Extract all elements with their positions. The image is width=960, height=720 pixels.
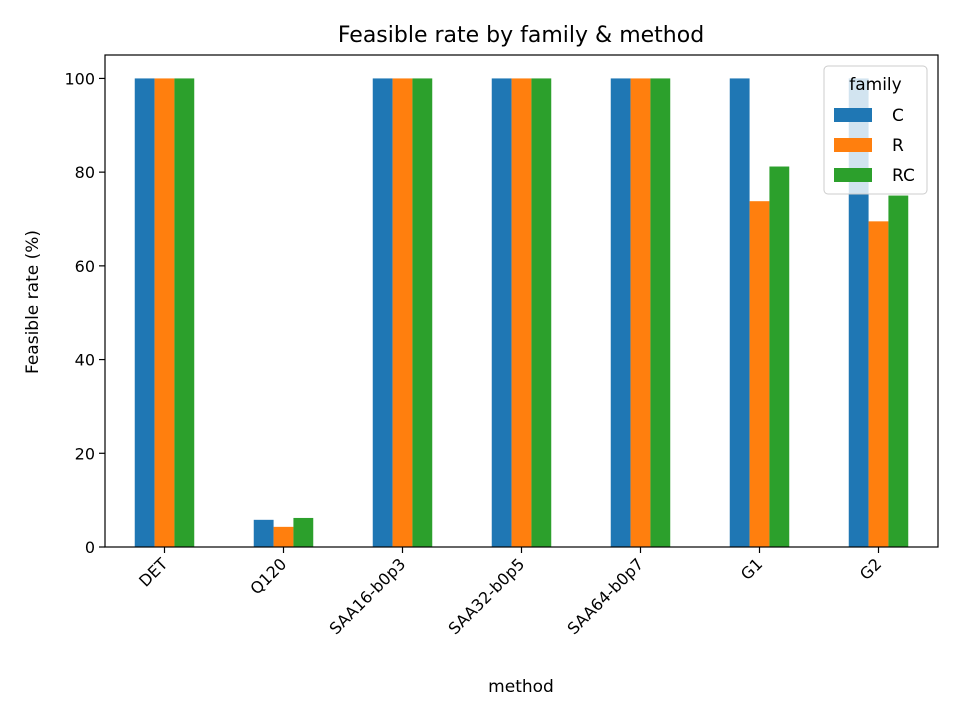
bar-R-SAA64-b0p7: [630, 78, 651, 547]
bar-C-SAA16-b0p3: [372, 78, 393, 547]
bar-R-G2: [868, 221, 889, 548]
x-tick-label: Q120: [246, 554, 290, 598]
bar-RC-SAA64-b0p7: [650, 78, 671, 547]
y-tick-label: 100: [64, 69, 95, 88]
x-tick-label: SAA16-b0p3: [325, 554, 409, 638]
x-tick-label: G2: [856, 554, 885, 583]
x-axis: DET Q120 SAA16-b0p3 SAA32-b0p5 SAA64-b0p7 G1 G…: [135, 547, 885, 638]
y-tick-label: 0: [85, 538, 95, 557]
y-axis: 0 20 40 60 80 100: [64, 69, 105, 557]
bar-R-SAA32-b0p5: [511, 78, 532, 547]
y-tick-label: 80: [75, 163, 95, 182]
bar-RC-G2: [888, 195, 909, 548]
bar-C-DET: [134, 78, 155, 547]
bar-C-Q120: [253, 519, 274, 547]
chart-title: Feasible rate by family & method: [338, 23, 704, 48]
bar-RC-SAA32-b0p5: [531, 78, 552, 547]
legend-box: [823, 65, 928, 195]
legend-swatch-RC: [834, 168, 872, 182]
bar-C-G1: [729, 78, 750, 547]
y-axis-label: Feasible rate (%): [23, 230, 43, 374]
y-tick-label: 40: [75, 351, 95, 370]
bar-RC-Q120: [293, 517, 314, 547]
y-tick-label: 60: [75, 257, 95, 276]
legend: family CR RC: [823, 65, 928, 195]
x-tick-label: G1: [737, 554, 766, 583]
y-tick-label: 20: [75, 444, 95, 463]
legend-label-RC: RC: [892, 166, 915, 186]
bar-R-DET: [154, 78, 175, 547]
x-tick-label: SAA64-b0p7: [563, 554, 647, 638]
plot-frame: [104, 54, 939, 548]
bar-RC-DET: [174, 78, 195, 547]
legend-label-R: R: [892, 136, 904, 156]
bar-C-G2: [848, 78, 869, 547]
x-tick-label: DET: [135, 554, 171, 590]
x-axis-label: method: [488, 677, 554, 697]
legend-label-C: C: [892, 106, 904, 126]
legend-swatch-R: [834, 138, 872, 152]
bar-RC-SAA16-b0p3: [412, 78, 433, 547]
bar-RC-G1: [769, 166, 790, 547]
bar-R-G1: [749, 201, 770, 548]
legend-swatch-C: [834, 108, 872, 122]
legend-title: family: [849, 75, 901, 95]
x-tick-label: SAA32-b0p5: [444, 554, 528, 638]
bar-C-SAA64-b0p7: [610, 78, 631, 547]
bar-R-Q120: [273, 526, 294, 547]
bars-group: [134, 78, 909, 548]
bar-R-SAA16-b0p3: [392, 78, 413, 547]
bar-C-SAA32-b0p5: [491, 78, 512, 547]
